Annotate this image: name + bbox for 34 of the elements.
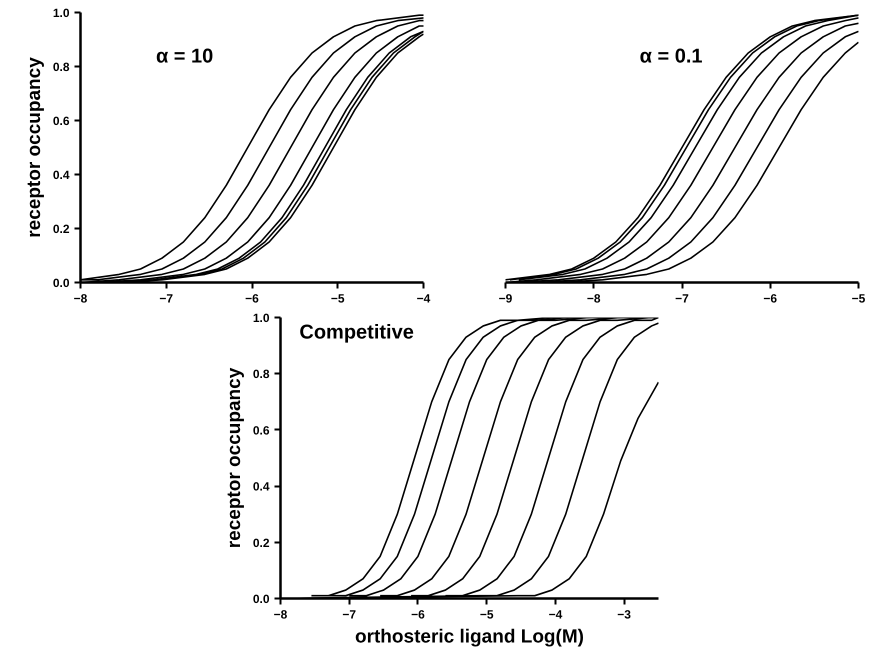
y-tick-label: 0.8 [52, 60, 70, 74]
y-tick-label: 0.2 [252, 536, 270, 550]
x-tick-label: −4 [416, 292, 431, 306]
y-axis-title: receptor occupancy [224, 367, 245, 548]
x-tick-label: −6 [245, 292, 260, 306]
x-tick-label: −5 [852, 292, 866, 306]
y-axis-title: receptor occupancy [24, 56, 45, 238]
y-tick-label: 0.8 [252, 367, 270, 382]
x-tick-label: −4 [548, 608, 563, 622]
x-tick-label: −9 [498, 292, 513, 306]
y-tick-label: 0.2 [52, 222, 70, 236]
x-tick-label: −8 [586, 292, 601, 306]
y-tick-label: 1.0 [52, 6, 70, 20]
x-tick-label: −7 [342, 608, 356, 622]
x-tick-label: −8 [74, 292, 88, 306]
x-axis-title: orthosteric ligand Log(M) [354, 626, 584, 648]
x-tick-label: −6 [411, 608, 426, 622]
annotation: Competitive [299, 322, 414, 344]
x-tick-label: −7 [675, 292, 690, 306]
y-tick-label: 0.0 [52, 276, 70, 290]
y-tick-label: 1.0 [252, 311, 270, 325]
y-tick-label: 0.4 [52, 168, 70, 182]
y-tick-label: 0.6 [52, 114, 70, 128]
y-tick-label: 0.4 [252, 480, 270, 494]
x-tick-label: −5 [330, 292, 345, 306]
x-tick-label: −6 [763, 292, 778, 306]
y-tick-label: 0.6 [252, 423, 270, 438]
annotation: α = 0.1 [640, 46, 703, 68]
x-tick-label: −8 [274, 608, 288, 622]
annotation: α = 10 [156, 46, 214, 68]
x-tick-label: −7 [159, 292, 174, 306]
x-tick-label: −3 [617, 608, 632, 622]
y-tick-label: 0.0 [252, 592, 270, 606]
x-tick-label: −5 [480, 608, 494, 622]
